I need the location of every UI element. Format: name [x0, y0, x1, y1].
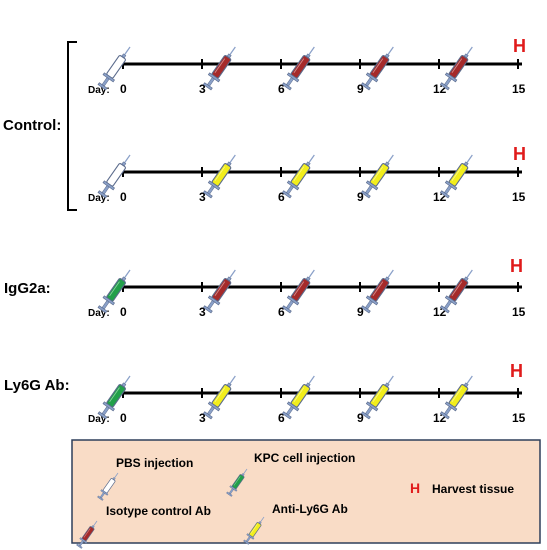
tick-label: 3 [199, 411, 206, 425]
syringe-isotype-icon [202, 46, 236, 91]
group-label-igg2a: IgG2a: [4, 280, 51, 297]
tick-label: 15 [512, 190, 526, 204]
legend-syringe-kpc-icon [226, 468, 248, 497]
legend-syringe-body [76, 520, 98, 549]
harvest-marker: H [510, 256, 523, 276]
legend-harvest-symbol: H [410, 480, 420, 496]
syringe-isotype-icon [281, 269, 315, 314]
syringe-anti-ly6g-icon [202, 154, 236, 199]
harvest-marker: H [510, 361, 523, 381]
tick-label: 6 [278, 305, 285, 319]
legend-syringe-pbs-icon [97, 472, 119, 501]
syringe-kpc-icon [97, 375, 131, 420]
tick-label: 3 [199, 190, 206, 204]
harvest-marker: H [513, 36, 526, 56]
tick-label: 9 [357, 190, 364, 204]
legend-item-kpc: KPC cell injection [226, 451, 355, 497]
legend-label-harvest: Harvest tissue [432, 482, 514, 496]
tick-label: 0 [120, 411, 127, 425]
legend-syringe-body [97, 472, 119, 501]
syringe-isotype-icon [360, 269, 394, 314]
legend-label-anti-ly6g: Anti-Ly6G Ab [272, 502, 348, 516]
tick-label: 6 [278, 190, 285, 204]
tick-label: 9 [357, 82, 364, 96]
group-label-ly6g: Ly6G Ab: [4, 377, 70, 394]
legend-label-pbs: PBS injection [116, 456, 193, 470]
timeline-row-igg2a: Day: 0 3 6 9 12 15 H [88, 256, 526, 319]
tick-label: 6 [278, 82, 285, 96]
control-bracket [67, 41, 77, 211]
syringe-isotype-icon [281, 46, 315, 91]
timeline-row-control-anti-ly6g: Day: 0 3 6 9 12 15 H [88, 144, 526, 204]
syringe-pbs-icon [97, 154, 131, 199]
day-label: Day: [88, 193, 110, 204]
tick-label: 3 [199, 305, 206, 319]
legend-item-pbs: PBS injection [97, 456, 193, 501]
legend-syringe-anti-ly6g-icon [243, 516, 265, 545]
syringe-anti-ly6g-icon [360, 375, 394, 420]
tick-label: 15 [512, 305, 526, 319]
syringe-anti-ly6g-icon [360, 154, 394, 199]
timeline-row-control-isotype: Day: 0 3 6 9 12 15 H [88, 36, 526, 96]
syringe-anti-ly6g-icon [439, 154, 473, 199]
tick-label: 0 [120, 82, 127, 96]
day-label: Day: [88, 85, 110, 96]
tick-label: 9 [357, 305, 364, 319]
legend-syringe-isotype-icon [76, 520, 98, 549]
syringe-isotype-icon [360, 46, 394, 91]
legend-item-isotype: Isotype control Ab [76, 504, 211, 549]
syringe-anti-ly6g-icon [202, 375, 236, 420]
legend-box [71, 439, 541, 544]
legend-syringe-body [243, 516, 265, 545]
group-label-control: Control: [3, 117, 61, 134]
syringe-anti-ly6g-icon [281, 154, 315, 199]
day-label: Day: [88, 308, 110, 319]
tick-label: 6 [278, 411, 285, 425]
syringe-isotype-icon [439, 269, 473, 314]
tick-label: 0 [120, 190, 127, 204]
legend-label-kpc: KPC cell injection [254, 451, 355, 465]
tick-label: 15 [512, 411, 526, 425]
syringe-isotype-icon [202, 269, 236, 314]
timeline-row-ly6g: Day: 0 3 6 9 12 15 H [88, 361, 526, 425]
tick-label: 15 [512, 82, 526, 96]
legend-label-isotype: Isotype control Ab [106, 504, 211, 518]
day-label: Day: [88, 414, 110, 425]
tick-label: 9 [357, 411, 364, 425]
syringe-pbs-icon [97, 46, 131, 91]
harvest-marker: H [513, 144, 526, 164]
syringe-anti-ly6g-icon [281, 375, 315, 420]
syringe-anti-ly6g-icon [439, 375, 473, 420]
legend: PBS injection KPC cell injection Isotype… [71, 439, 541, 549]
syringe-kpc-icon [97, 269, 131, 314]
tick-label: 0 [120, 305, 127, 319]
legend-syringe-body [226, 468, 248, 497]
syringe-isotype-icon [439, 46, 473, 91]
legend-item-anti-ly6g: Anti-Ly6G Ab [243, 502, 348, 545]
tick-label: 3 [199, 82, 206, 96]
legend-item-harvest: H Harvest tissue [410, 480, 514, 496]
